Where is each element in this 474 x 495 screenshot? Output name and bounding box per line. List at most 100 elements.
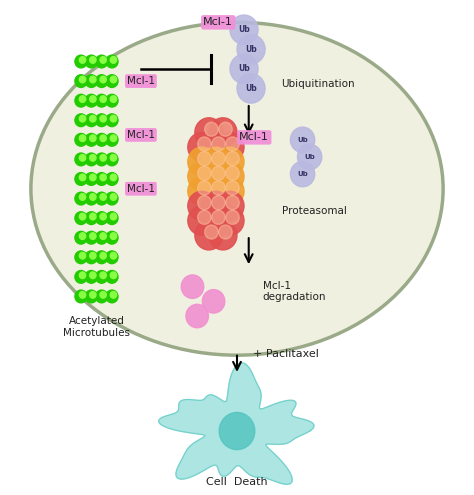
Circle shape bbox=[96, 134, 108, 146]
Circle shape bbox=[226, 166, 239, 180]
Text: Mcl-1: Mcl-1 bbox=[127, 184, 155, 194]
Circle shape bbox=[198, 196, 211, 210]
Circle shape bbox=[79, 213, 86, 220]
Circle shape bbox=[85, 290, 97, 303]
Circle shape bbox=[100, 292, 106, 298]
Circle shape bbox=[90, 56, 96, 63]
Circle shape bbox=[75, 95, 87, 107]
Circle shape bbox=[106, 251, 118, 264]
Circle shape bbox=[212, 196, 225, 210]
Circle shape bbox=[85, 251, 97, 264]
Circle shape bbox=[90, 292, 96, 298]
Circle shape bbox=[106, 270, 118, 283]
Circle shape bbox=[198, 166, 211, 180]
Circle shape bbox=[202, 147, 230, 177]
Circle shape bbox=[297, 144, 322, 170]
Circle shape bbox=[110, 252, 117, 259]
Circle shape bbox=[75, 270, 87, 283]
Circle shape bbox=[216, 147, 244, 177]
Circle shape bbox=[226, 181, 239, 195]
Circle shape bbox=[79, 115, 86, 122]
Circle shape bbox=[90, 96, 96, 102]
Circle shape bbox=[205, 225, 218, 239]
Circle shape bbox=[106, 75, 118, 88]
Circle shape bbox=[198, 151, 211, 166]
Circle shape bbox=[216, 177, 244, 206]
Circle shape bbox=[85, 75, 97, 88]
Circle shape bbox=[90, 76, 96, 83]
Circle shape bbox=[106, 290, 118, 303]
Circle shape bbox=[96, 270, 108, 283]
Circle shape bbox=[216, 162, 244, 191]
Circle shape bbox=[202, 206, 230, 235]
Circle shape bbox=[198, 181, 211, 195]
Circle shape bbox=[216, 206, 244, 235]
Circle shape bbox=[188, 133, 216, 162]
Circle shape bbox=[85, 55, 97, 68]
Circle shape bbox=[186, 304, 209, 328]
Circle shape bbox=[106, 55, 118, 68]
Circle shape bbox=[79, 252, 86, 259]
Circle shape bbox=[198, 210, 211, 224]
Circle shape bbox=[188, 206, 216, 235]
Circle shape bbox=[100, 76, 106, 83]
Circle shape bbox=[100, 56, 106, 63]
Circle shape bbox=[195, 221, 223, 250]
Circle shape bbox=[85, 270, 97, 283]
Circle shape bbox=[100, 213, 106, 220]
Circle shape bbox=[202, 290, 225, 313]
Circle shape bbox=[226, 210, 239, 224]
Circle shape bbox=[226, 151, 239, 166]
Circle shape bbox=[96, 212, 108, 225]
Circle shape bbox=[90, 115, 96, 122]
Circle shape bbox=[106, 95, 118, 107]
Circle shape bbox=[237, 74, 265, 103]
Circle shape bbox=[96, 95, 108, 107]
Circle shape bbox=[209, 221, 237, 250]
Circle shape bbox=[219, 225, 232, 239]
Circle shape bbox=[226, 196, 239, 210]
Circle shape bbox=[100, 96, 106, 102]
Circle shape bbox=[85, 192, 97, 205]
Circle shape bbox=[96, 231, 108, 244]
Circle shape bbox=[291, 127, 315, 152]
Circle shape bbox=[212, 210, 225, 224]
Circle shape bbox=[75, 231, 87, 244]
Circle shape bbox=[216, 191, 244, 221]
Circle shape bbox=[106, 231, 118, 244]
Circle shape bbox=[219, 122, 232, 136]
Circle shape bbox=[96, 290, 108, 303]
Circle shape bbox=[90, 194, 96, 200]
Circle shape bbox=[96, 173, 108, 185]
Circle shape bbox=[100, 233, 106, 240]
Circle shape bbox=[230, 54, 258, 84]
Text: Ub: Ub bbox=[238, 25, 250, 34]
Text: Ub: Ub bbox=[238, 64, 250, 73]
Circle shape bbox=[96, 153, 108, 166]
Circle shape bbox=[106, 134, 118, 146]
Circle shape bbox=[79, 56, 86, 63]
Circle shape bbox=[202, 133, 230, 162]
Text: Mcl-1
degradation: Mcl-1 degradation bbox=[263, 281, 326, 302]
Circle shape bbox=[100, 194, 106, 200]
Circle shape bbox=[110, 233, 117, 240]
Circle shape bbox=[79, 292, 86, 298]
Circle shape bbox=[100, 272, 106, 279]
Circle shape bbox=[100, 174, 106, 181]
Circle shape bbox=[237, 35, 265, 64]
Circle shape bbox=[202, 191, 230, 221]
Circle shape bbox=[75, 75, 87, 88]
Circle shape bbox=[96, 114, 108, 127]
Circle shape bbox=[96, 192, 108, 205]
Circle shape bbox=[90, 272, 96, 279]
Circle shape bbox=[96, 251, 108, 264]
Text: Cell  Death: Cell Death bbox=[206, 477, 268, 488]
Circle shape bbox=[205, 122, 218, 136]
Text: Ub: Ub bbox=[245, 45, 257, 54]
Circle shape bbox=[90, 233, 96, 240]
Circle shape bbox=[209, 118, 237, 147]
Circle shape bbox=[106, 192, 118, 205]
Circle shape bbox=[85, 95, 97, 107]
Ellipse shape bbox=[31, 22, 443, 355]
Text: Proteasomal: Proteasomal bbox=[282, 206, 346, 216]
